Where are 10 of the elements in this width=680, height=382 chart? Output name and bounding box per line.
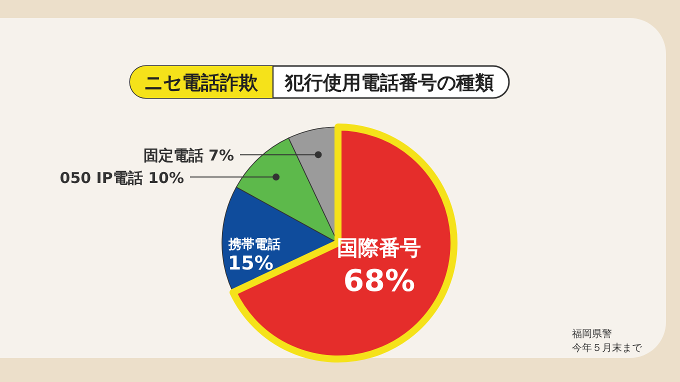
- slice-label: 携帯電話: [228, 236, 281, 253]
- data-label: 15%: [228, 252, 274, 275]
- text: 今年５月末まで: [572, 342, 643, 354]
- chart-title: ニセ電話詐欺: [144, 72, 259, 94]
- data-label: 68%: [343, 264, 416, 300]
- chart-subtitle: 犯行使用電話番号の種類: [284, 72, 494, 94]
- slice-label: 固定電話 7%: [143, 146, 234, 165]
- slice-label: 国際番号: [337, 236, 422, 260]
- text: 福岡県警: [572, 328, 612, 340]
- slice-label: 050 IP電話 10%: [60, 169, 184, 188]
